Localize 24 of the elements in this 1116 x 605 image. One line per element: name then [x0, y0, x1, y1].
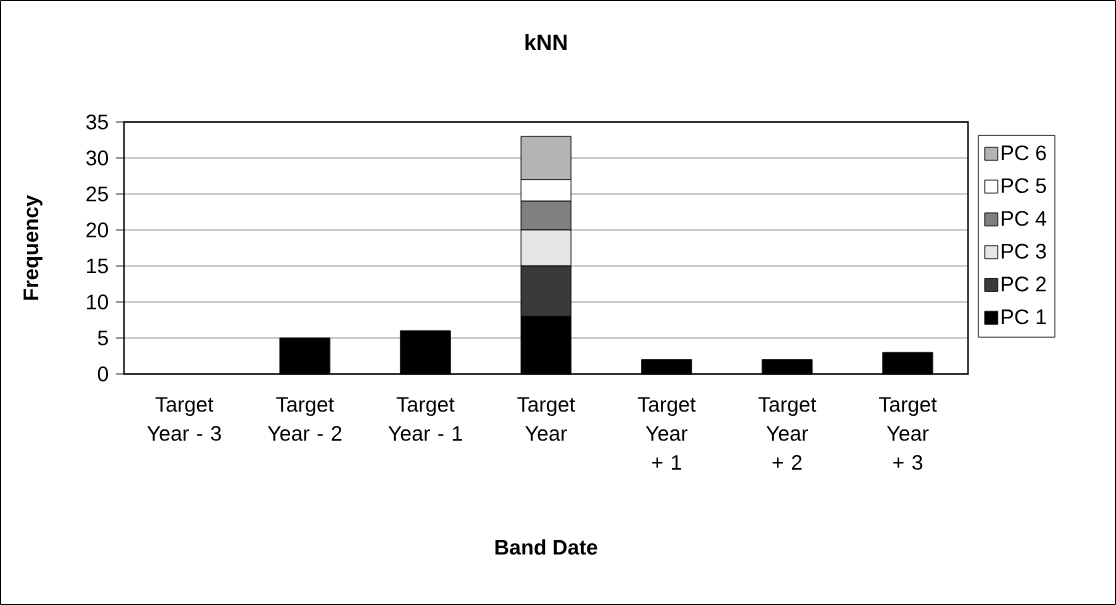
y-tick-label: 15 — [87, 258, 108, 274]
y-tick-label: 25 — [86, 186, 108, 202]
y-tick-label: 5 — [97, 330, 108, 346]
x-tick-label: Target Year + 1 — [637, 397, 696, 470]
y-axis-title: Frequency — [23, 195, 43, 300]
legend-label: PC 5 — [1001, 178, 1046, 194]
legend-label: PC 6 — [1001, 145, 1046, 161]
legend-label: PC 2 — [1001, 276, 1046, 292]
y-tick-label: 35 — [86, 114, 108, 130]
x-tick-label: Target Year + 3 — [879, 397, 937, 470]
x-tick-label: Target Year + 2 — [758, 397, 817, 470]
y-tick-label: 20 — [86, 222, 108, 238]
x-tick-label: Target Year - 2 — [267, 397, 342, 441]
legend-label: PC 3 — [1001, 243, 1046, 259]
y-tick-label: 0 — [97, 366, 108, 382]
chart-title: kNN — [525, 34, 567, 50]
x-tick-label: Target Year - 3 — [147, 397, 221, 441]
x-tick-label: Target Year — [517, 397, 576, 441]
legend-label: PC 4 — [1001, 211, 1047, 226]
legend-label: PC 1 — [1001, 309, 1046, 325]
y-tick-label: 10 — [87, 294, 108, 310]
x-tick-label: Target Year - 1 — [388, 397, 462, 441]
x-axis-title: Band Date — [495, 539, 598, 555]
y-tick-label: 30 — [86, 150, 108, 166]
